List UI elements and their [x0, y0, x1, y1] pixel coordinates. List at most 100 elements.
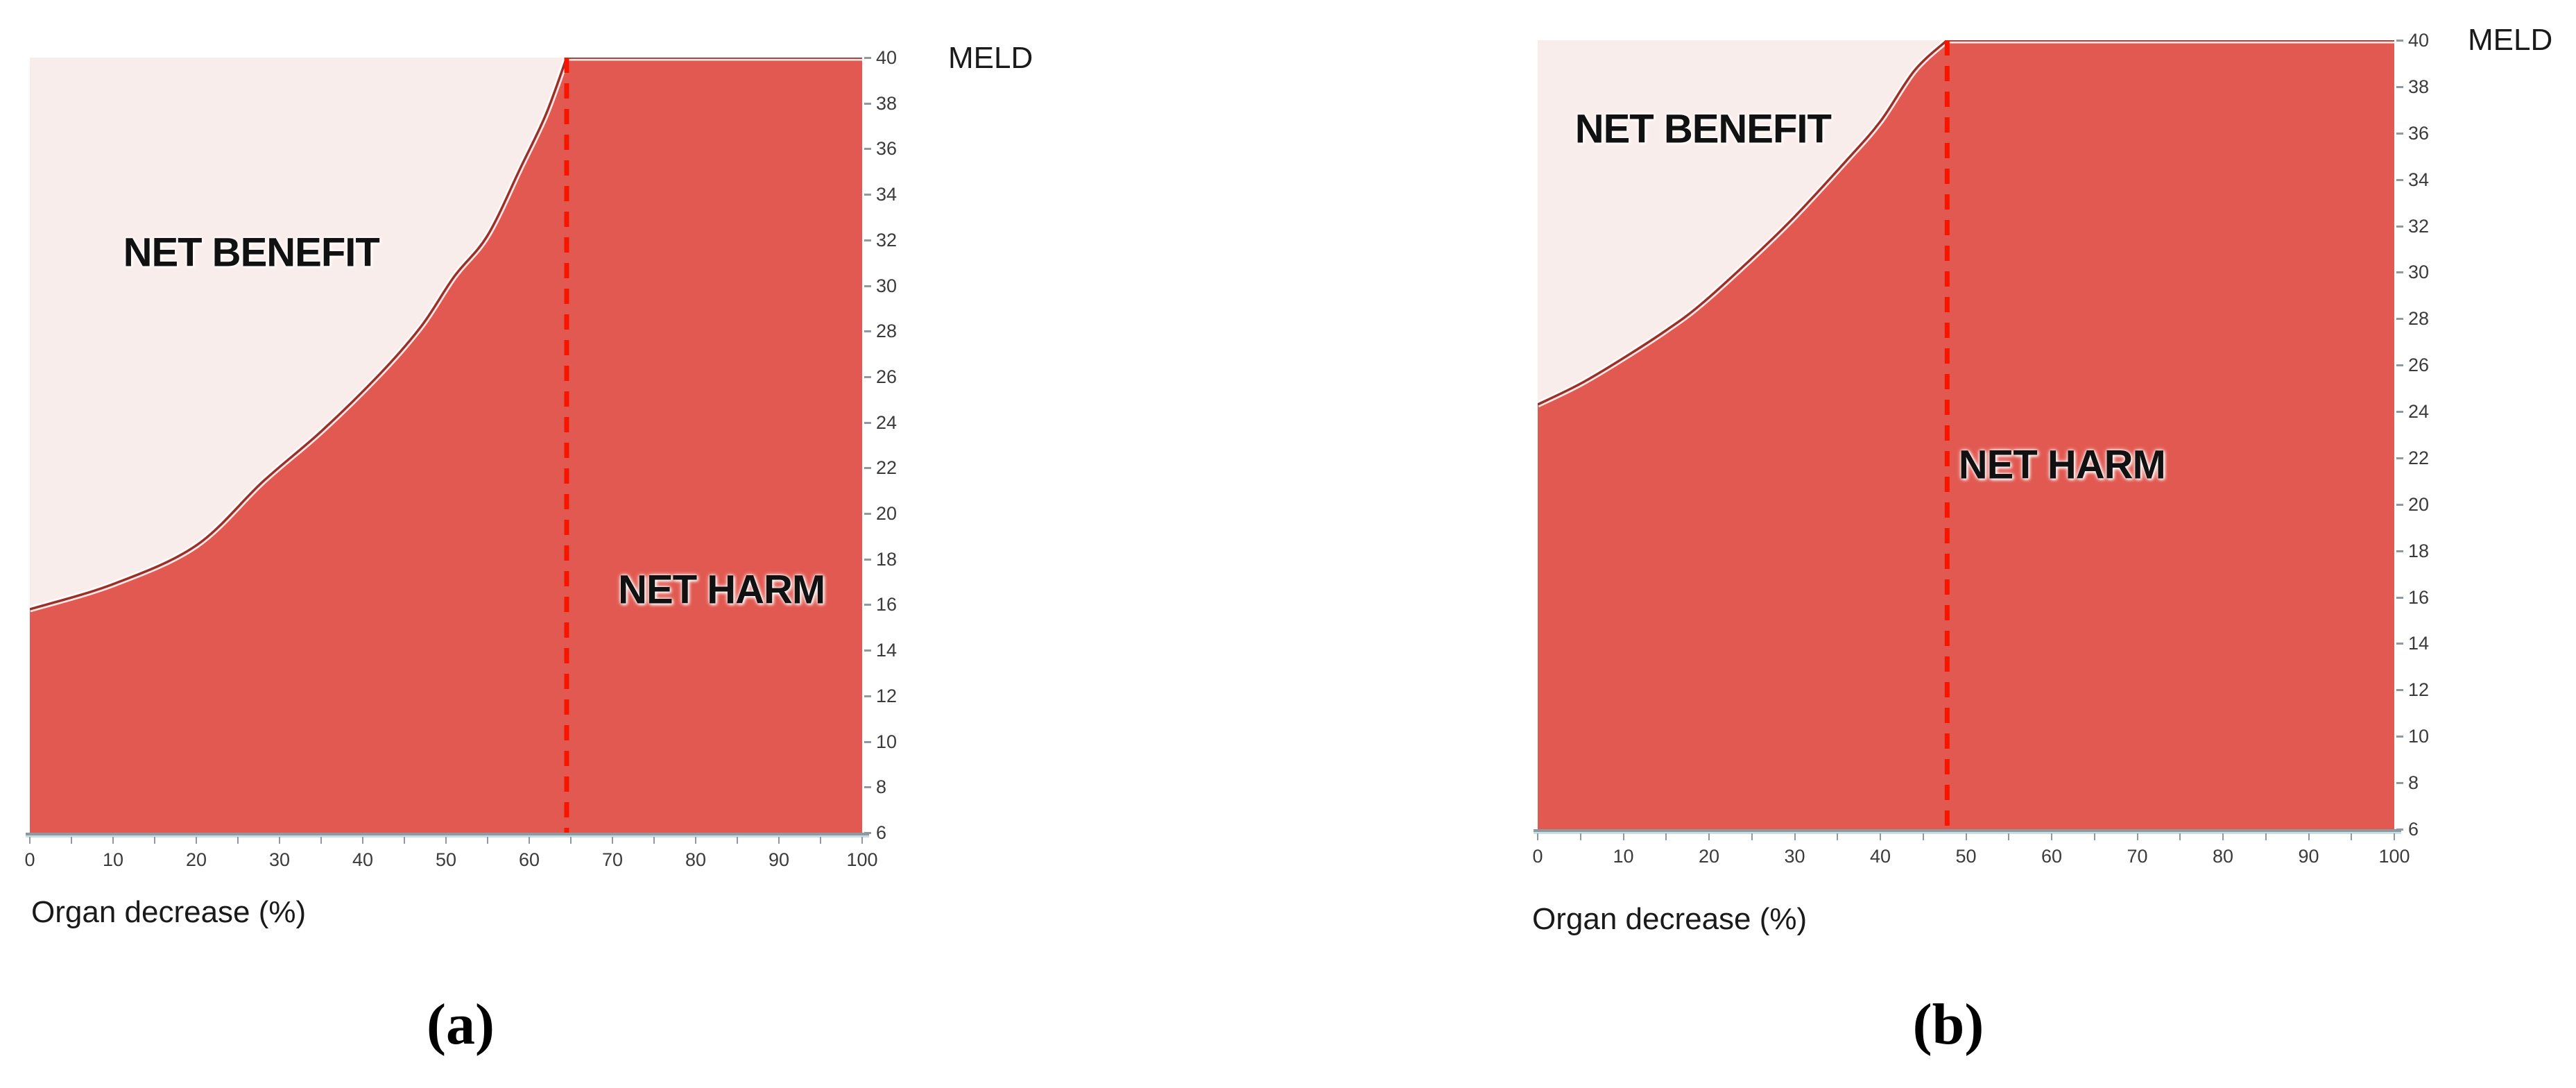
x-axis-tick-label: 20	[1698, 846, 1720, 867]
x-axis-tick	[1794, 833, 1796, 840]
y-axis-tick-label: 12	[2408, 679, 2430, 701]
y-axis-tick-label: 32	[876, 229, 898, 250]
x-axis-tick	[1708, 833, 1710, 840]
y-axis-tick	[2396, 318, 2403, 321]
x-axis-tick	[2051, 833, 2052, 840]
x-axis-title: Organ decrease (%)	[31, 895, 307, 929]
x-axis-tick-label: 30	[1784, 846, 1805, 867]
x-axis-tick-label: 70	[2127, 846, 2148, 867]
x-axis-tick	[2308, 833, 2310, 840]
x-axis-tick	[1965, 833, 1967, 840]
net-harm-region	[30, 58, 862, 833]
x-axis-tick	[154, 837, 155, 844]
y-axis-tick	[864, 194, 871, 196]
y-axis-tick	[864, 649, 871, 652]
y-axis-tick-label: 20	[2408, 493, 2430, 515]
y-axis-tick	[2396, 782, 2403, 785]
x-axis-tick-label: 80	[2212, 846, 2234, 867]
y-axis-tick-label: 6	[2408, 819, 2419, 840]
y-axis-tick-label: 20	[876, 503, 898, 525]
y-axis-tick-label: 26	[876, 366, 898, 387]
y-axis-tick-label: 8	[876, 776, 887, 798]
x-axis-tick	[1622, 833, 1624, 840]
x-axis-tick-label: 90	[2298, 846, 2319, 867]
x-axis-tick	[820, 837, 821, 844]
y-axis-tick	[864, 375, 871, 378]
x-axis-tick	[570, 837, 572, 844]
y-axis-tick	[2396, 689, 2403, 692]
y-axis-tick-label: 24	[2408, 401, 2430, 423]
x-axis-tick-label: 100	[2378, 846, 2410, 867]
y-axis-tick	[2396, 643, 2403, 645]
net-harm-label: NET HARM	[1958, 442, 2166, 488]
x-axis-tick	[237, 837, 239, 844]
y-axis-tick	[864, 558, 871, 561]
y-axis-tick	[2396, 828, 2403, 831]
y-axis-tick-label: 18	[2408, 540, 2430, 561]
x-axis-tick	[1922, 833, 1924, 840]
x-axis-tick	[529, 837, 530, 844]
y-axis-tick	[2396, 178, 2403, 181]
y-axis-tick	[864, 832, 871, 834]
x-axis-tick-label: 70	[601, 849, 624, 870]
x-axis-line	[1534, 829, 2401, 834]
y-axis-tick-label: 18	[876, 548, 898, 570]
y-axis-tick-label: 10	[2408, 726, 2430, 747]
x-axis-tick-label: 30	[268, 849, 291, 870]
y-axis-tick	[2396, 271, 2403, 274]
y-axis-tick	[2396, 85, 2403, 88]
panel-caption: (a)	[427, 992, 495, 1057]
y-axis-tick-label: 40	[2408, 30, 2430, 51]
x-axis-tick-label: 60	[518, 849, 540, 870]
y-axis-tick	[2396, 457, 2403, 459]
y-axis-tick	[2396, 736, 2403, 738]
net-harm-region	[1538, 40, 2394, 829]
x-axis-tick	[1837, 833, 1839, 840]
y-axis-tick	[864, 148, 871, 151]
x-axis-tick	[404, 837, 405, 844]
y-axis-tick-label: 28	[876, 321, 898, 342]
y-axis-tick	[864, 604, 871, 606]
x-axis-title: Organ decrease (%)	[1532, 902, 1808, 936]
x-axis-tick	[2136, 833, 2138, 840]
y-axis-tick-label: 26	[2408, 355, 2430, 376]
x-axis-tick	[1751, 833, 1753, 840]
x-axis-tick	[2008, 833, 2010, 840]
y-axis-tick-label: 36	[2408, 122, 2430, 144]
y-axis-tick-label: 16	[2408, 586, 2430, 608]
x-axis-tick-label: 40	[352, 849, 374, 870]
x-axis-tick	[71, 837, 72, 844]
x-axis-tick-label: 90	[768, 849, 790, 870]
x-axis-tick	[320, 837, 322, 844]
y-axis-tick	[864, 57, 871, 59]
y-axis-tick	[864, 786, 871, 789]
net-benefit-label: NET BENEFIT	[1574, 106, 1832, 152]
x-axis-tick	[653, 837, 655, 844]
area-regions-svg	[1538, 40, 2394, 829]
panel-caption: (b)	[1912, 992, 1984, 1057]
x-axis-tick	[112, 837, 114, 844]
x-axis-tick-label: 0	[1532, 846, 1543, 867]
x-axis-tick	[29, 837, 31, 844]
y-axis-tick	[864, 102, 871, 105]
x-axis-tick-label: 80	[685, 849, 707, 870]
x-axis-tick	[612, 837, 613, 844]
x-axis-tick-label: 40	[1869, 846, 1891, 867]
plot-area: NET BENEFIT NET HARM	[30, 58, 862, 833]
y-axis-tick	[864, 513, 871, 516]
x-axis-tick	[487, 837, 488, 844]
x-axis-tick	[778, 837, 780, 844]
y-axis-tick	[2396, 503, 2403, 506]
area-regions-svg	[30, 58, 862, 833]
y-axis-tick-label: 38	[876, 92, 898, 114]
y-axis-tick-label: 22	[2408, 447, 2430, 468]
y-axis-tick-label: 24	[876, 411, 898, 433]
x-axis-tick	[2351, 833, 2353, 840]
x-axis-line	[26, 833, 869, 838]
x-axis-tick-label: 100	[846, 849, 878, 870]
y-axis-tick	[2396, 596, 2403, 599]
x-axis-tick-label: 10	[102, 849, 124, 870]
y-axis-tick	[2396, 132, 2403, 135]
y-axis-tick-label: 30	[2408, 262, 2430, 283]
x-axis-tick-label: 20	[185, 849, 207, 870]
